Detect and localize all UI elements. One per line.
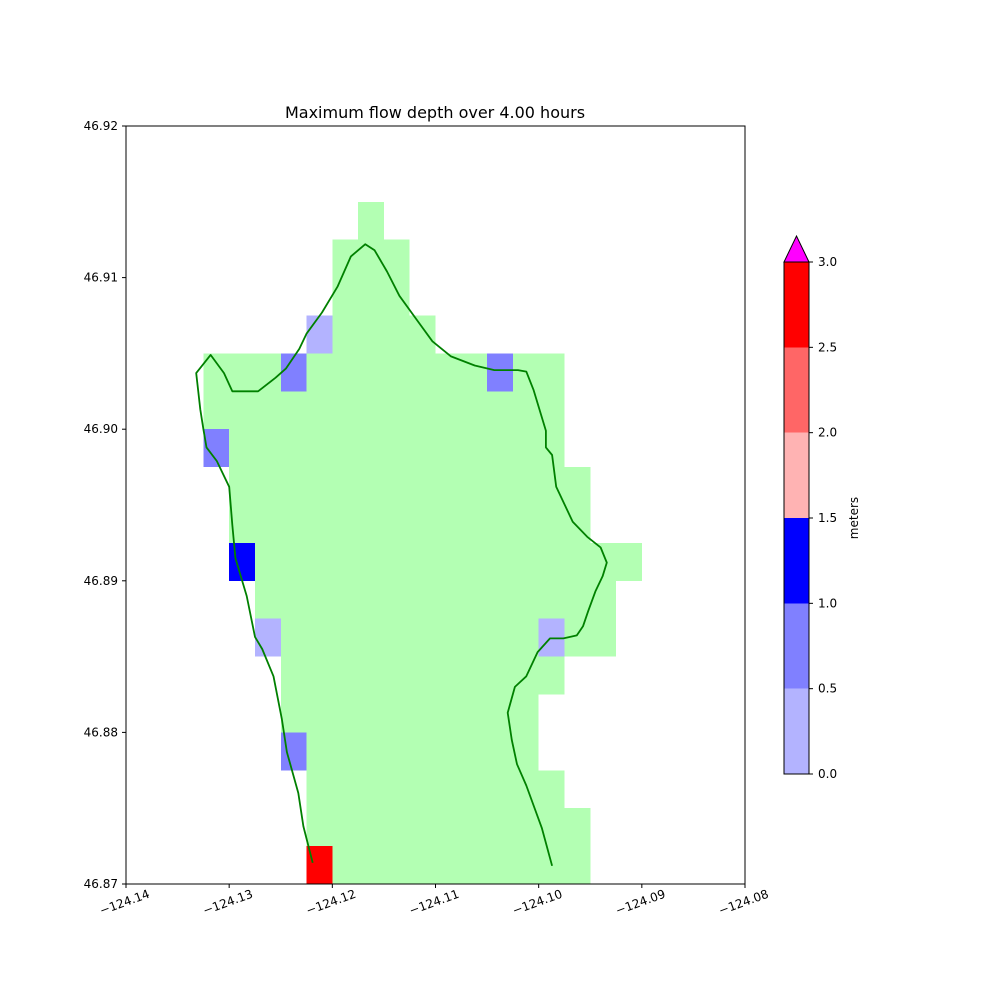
depth-cell (254, 618, 281, 657)
land-cell (409, 315, 436, 354)
land-row (280, 656, 565, 695)
colorbar-tick-label: 3.0 (818, 255, 837, 269)
colorbar-tick-label: 0.5 (818, 682, 837, 696)
land-cell (383, 277, 410, 316)
depth-cell (280, 353, 307, 392)
land-row (203, 391, 565, 430)
land-row (229, 542, 642, 581)
colorbar-tick-label: 2.5 (818, 340, 837, 354)
land-cell (358, 315, 384, 354)
colorbar-tick-label: 0.0 (818, 767, 837, 781)
land-cell (409, 353, 436, 392)
chart-title: Maximum flow depth over 4.00 hours (285, 103, 585, 122)
shoreline-line (195, 243, 608, 867)
depth-cell (487, 353, 513, 392)
colorbar: 0.0 0.5 1.0 1.5 2.0 2.5 3.0 meters (783, 234, 861, 781)
depth-cell (306, 315, 333, 354)
land-row (203, 429, 565, 468)
land-cell (383, 353, 410, 392)
land-cell (332, 315, 359, 354)
land-cell (358, 277, 384, 316)
land-row (306, 732, 539, 771)
land-row (229, 505, 591, 543)
y-tick-label: 46.92 (84, 119, 118, 133)
y-tick-label: 46.91 (84, 271, 118, 285)
land-row (229, 467, 591, 505)
y-tick-label: 46.89 (84, 574, 118, 588)
colorbar-bin (784, 688, 809, 774)
colorbar-bin (784, 347, 809, 433)
y-tick-label: 46.90 (84, 422, 118, 436)
land-cell (435, 353, 462, 392)
plot-content (195, 201, 642, 884)
land-row (280, 694, 539, 733)
plot-area (195, 201, 642, 884)
land-cell (383, 315, 410, 354)
y-tick-label: 46.87 (84, 877, 118, 891)
land-row (306, 770, 565, 809)
colorbar-bin (784, 432, 809, 518)
land-cell (461, 353, 488, 392)
land-cell (332, 277, 359, 316)
land-cell (383, 239, 410, 278)
colorbar-tick-label: 2.0 (818, 426, 837, 440)
y-tick-label: 46.88 (84, 725, 118, 739)
land-cell (358, 201, 384, 240)
land-row (254, 580, 617, 619)
colorbar-bin (784, 603, 809, 689)
colorbar-label: meters (847, 497, 861, 539)
land-row (306, 808, 591, 847)
land-cell (332, 239, 359, 278)
depth-cell (229, 542, 255, 581)
colorbar-tick-label: 1.0 (818, 596, 837, 610)
colorbar-bin (784, 262, 809, 348)
colorbar-bin (784, 518, 809, 604)
land-row (306, 846, 591, 884)
colorbar-tick-label: 1.5 (818, 511, 837, 525)
